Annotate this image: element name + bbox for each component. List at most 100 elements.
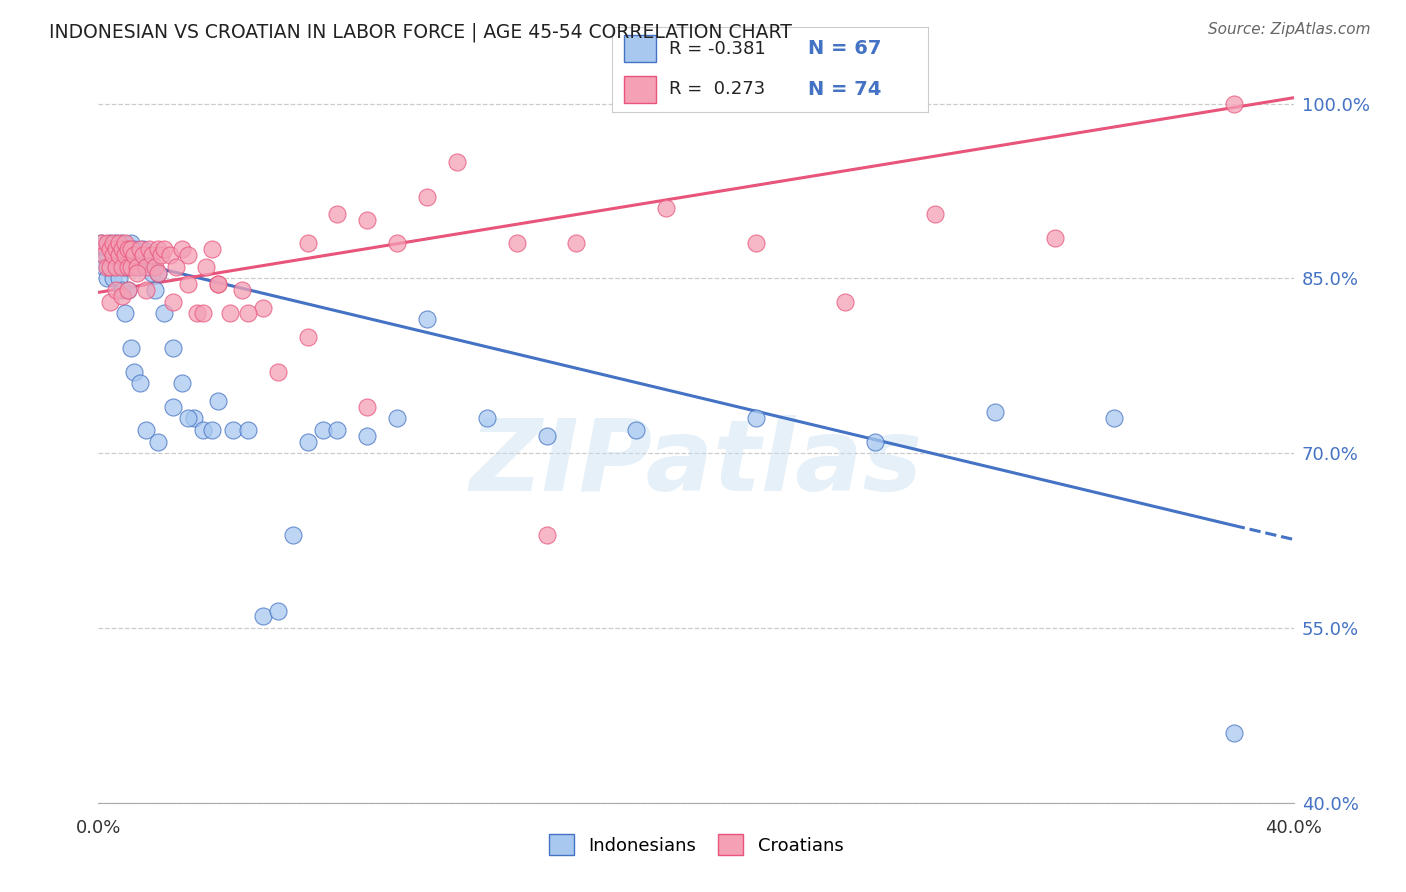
Point [105, 236, 128, 251]
Point [162, 294, 184, 309]
Point [148, 434, 170, 449]
Point [98, 236, 122, 251]
Point [132, 242, 155, 256]
Point [111, 242, 134, 256]
Point [267, 365, 290, 379]
Point [103, 248, 125, 262]
Point [297, 434, 319, 449]
Point [506, 236, 529, 251]
Point [385, 411, 409, 425]
Point [117, 283, 139, 297]
Point [177, 277, 200, 292]
Point [103, 248, 125, 262]
Point [172, 376, 194, 391]
Point [148, 266, 170, 280]
Point [120, 260, 142, 274]
Point [148, 266, 170, 280]
Point [120, 242, 142, 256]
Point [108, 236, 131, 251]
Point [162, 341, 184, 355]
Text: R = -0.381: R = -0.381 [669, 40, 765, 58]
Point [98, 294, 122, 309]
Point [143, 283, 166, 297]
Point [129, 376, 152, 391]
Point [252, 301, 274, 315]
Point [924, 207, 946, 221]
Point [153, 306, 176, 320]
FancyBboxPatch shape [624, 36, 655, 62]
Point [138, 242, 160, 256]
Point [96, 248, 118, 262]
Point [108, 248, 131, 262]
Text: N = 74: N = 74 [808, 80, 882, 99]
Point [297, 329, 319, 343]
Point [96, 271, 118, 285]
Point [114, 260, 136, 274]
Point [536, 528, 558, 542]
Point [129, 242, 152, 256]
Point [98, 242, 122, 256]
Point [356, 400, 378, 414]
Point [1043, 230, 1066, 244]
Point [195, 260, 218, 274]
Point [127, 260, 149, 274]
Point [127, 248, 149, 262]
Point [148, 242, 170, 256]
Point [111, 242, 134, 256]
Point [416, 190, 439, 204]
Point [117, 260, 139, 274]
Point [191, 423, 214, 437]
Point [120, 236, 142, 251]
Point [475, 411, 498, 425]
Point [385, 236, 409, 251]
Point [1223, 726, 1246, 740]
Point [138, 260, 160, 274]
Point [111, 236, 134, 251]
Point [105, 260, 128, 274]
Point [165, 260, 187, 274]
Point [536, 428, 558, 442]
Text: N = 67: N = 67 [808, 39, 882, 58]
Point [207, 393, 229, 408]
Point [626, 423, 648, 437]
Point [117, 260, 139, 274]
Point [252, 609, 274, 624]
Point [114, 248, 136, 262]
Text: R =  0.273: R = 0.273 [669, 80, 765, 98]
Point [186, 306, 208, 320]
Point [114, 306, 136, 320]
Point [114, 248, 136, 262]
Point [124, 260, 146, 274]
Point [153, 242, 176, 256]
Point [231, 283, 253, 297]
Point [177, 411, 200, 425]
Point [135, 423, 157, 437]
Point [745, 236, 768, 251]
Point [135, 248, 157, 262]
FancyBboxPatch shape [624, 76, 655, 103]
Point [111, 260, 134, 274]
Point [1223, 96, 1246, 111]
Point [117, 242, 139, 256]
Point [201, 242, 224, 256]
Point [108, 271, 131, 285]
Point [172, 242, 194, 256]
Point [446, 154, 468, 169]
Point [865, 434, 887, 449]
Point [111, 283, 134, 297]
Point [267, 603, 290, 617]
Point [90, 236, 112, 251]
Point [143, 260, 166, 274]
Point [105, 283, 128, 297]
Text: ZIPatlas: ZIPatlas [470, 415, 922, 512]
Point [222, 423, 245, 437]
Point [135, 260, 157, 274]
Point [834, 294, 856, 309]
Point [117, 283, 139, 297]
Point [108, 248, 131, 262]
Point [150, 248, 173, 262]
Point [103, 236, 125, 251]
Text: INDONESIAN VS CROATIAN IN LABOR FORCE | AGE 45-54 CORRELATION CHART: INDONESIAN VS CROATIAN IN LABOR FORCE | … [49, 22, 792, 42]
Point [103, 271, 125, 285]
Point [98, 260, 122, 274]
